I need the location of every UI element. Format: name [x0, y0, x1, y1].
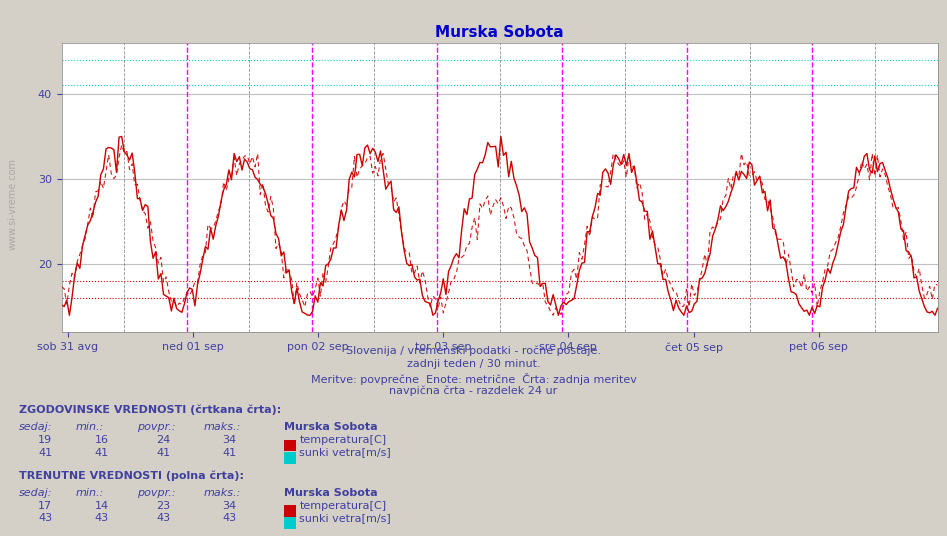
Text: 41: 41 — [95, 448, 109, 458]
Text: sunki vetra[m/s]: sunki vetra[m/s] — [299, 448, 391, 458]
Text: navpična črta - razdelek 24 ur: navpična črta - razdelek 24 ur — [389, 386, 558, 397]
Text: temperatura[C]: temperatura[C] — [299, 435, 386, 445]
Text: TRENUTNE VREDNOSTI (polna črta):: TRENUTNE VREDNOSTI (polna črta): — [19, 471, 244, 481]
Text: zadnji teden / 30 minut.: zadnji teden / 30 minut. — [406, 359, 541, 369]
Text: sedaj:: sedaj: — [19, 422, 52, 433]
Text: min.:: min.: — [76, 488, 104, 498]
Text: 43: 43 — [156, 513, 170, 523]
Text: 23: 23 — [156, 501, 170, 511]
Text: 16: 16 — [95, 435, 109, 445]
Text: maks.:: maks.: — [204, 488, 241, 498]
Text: povpr.:: povpr.: — [137, 422, 176, 433]
Text: povpr.:: povpr.: — [137, 488, 176, 498]
Text: www.si-vreme.com: www.si-vreme.com — [8, 158, 18, 250]
Text: 41: 41 — [156, 448, 170, 458]
Text: Murska Sobota: Murska Sobota — [284, 488, 378, 498]
Text: ZGODOVINSKE VREDNOSTI (črtkana črta):: ZGODOVINSKE VREDNOSTI (črtkana črta): — [19, 405, 281, 415]
Text: 34: 34 — [223, 435, 237, 445]
Text: 43: 43 — [95, 513, 109, 523]
Text: Slovenija / vremenski podatki - ročne postaje.: Slovenija / vremenski podatki - ročne po… — [346, 346, 601, 356]
Text: 24: 24 — [156, 435, 170, 445]
Text: temperatura[C]: temperatura[C] — [299, 501, 386, 511]
Title: Murska Sobota: Murska Sobota — [436, 25, 563, 40]
Text: sunki vetra[m/s]: sunki vetra[m/s] — [299, 513, 391, 523]
Text: 17: 17 — [38, 501, 52, 511]
Text: sedaj:: sedaj: — [19, 488, 52, 498]
Text: 14: 14 — [95, 501, 109, 511]
Text: min.:: min.: — [76, 422, 104, 433]
Text: 43: 43 — [38, 513, 52, 523]
Text: 43: 43 — [223, 513, 237, 523]
Text: 34: 34 — [223, 501, 237, 511]
Text: 41: 41 — [223, 448, 237, 458]
Text: Meritve: povprečne  Enote: metrične  Črta: zadnja meritev: Meritve: povprečne Enote: metrične Črta:… — [311, 373, 636, 384]
Text: Murska Sobota: Murska Sobota — [284, 422, 378, 433]
Text: 19: 19 — [38, 435, 52, 445]
Text: maks.:: maks.: — [204, 422, 241, 433]
Text: 41: 41 — [38, 448, 52, 458]
